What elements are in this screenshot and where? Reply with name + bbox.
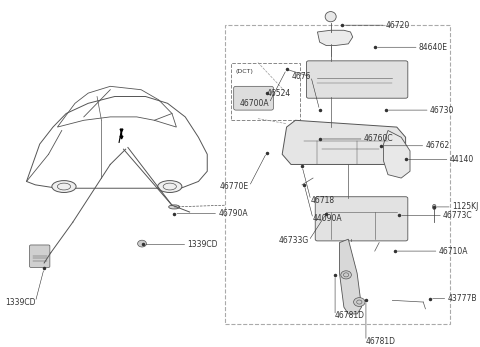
- FancyBboxPatch shape: [234, 86, 274, 110]
- Text: 46524: 46524: [267, 88, 291, 98]
- Ellipse shape: [157, 180, 182, 193]
- Polygon shape: [317, 30, 353, 45]
- Circle shape: [138, 240, 146, 247]
- FancyBboxPatch shape: [315, 197, 408, 241]
- Text: 46773C: 46773C: [443, 211, 473, 220]
- Text: 1339CD: 1339CD: [5, 297, 36, 306]
- Text: (DCT): (DCT): [235, 69, 253, 74]
- Text: 46710A: 46710A: [439, 247, 468, 256]
- Text: 46762: 46762: [425, 141, 450, 150]
- Polygon shape: [384, 130, 410, 178]
- Text: 1339CD: 1339CD: [187, 240, 218, 249]
- Text: 43777B: 43777B: [447, 294, 477, 303]
- Ellipse shape: [52, 180, 76, 193]
- Circle shape: [341, 271, 351, 279]
- Text: 46790A: 46790A: [218, 209, 248, 218]
- Polygon shape: [339, 239, 361, 314]
- Ellipse shape: [432, 204, 436, 210]
- Text: 4676: 4676: [291, 71, 311, 81]
- Ellipse shape: [325, 11, 336, 22]
- Text: 46718: 46718: [311, 196, 335, 205]
- Text: 46781D: 46781D: [366, 337, 396, 346]
- Text: 46733G: 46733G: [278, 236, 309, 245]
- Text: 1125KJ: 1125KJ: [452, 202, 478, 211]
- Text: 46720: 46720: [386, 21, 410, 30]
- Text: 46760C: 46760C: [364, 135, 393, 143]
- FancyBboxPatch shape: [306, 61, 408, 98]
- Polygon shape: [282, 120, 406, 164]
- Text: 46781D: 46781D: [335, 311, 365, 320]
- Text: 46700A: 46700A: [240, 99, 269, 108]
- Text: 46730: 46730: [430, 105, 454, 115]
- FancyBboxPatch shape: [30, 245, 50, 268]
- Text: 84640E: 84640E: [419, 43, 448, 52]
- Ellipse shape: [168, 205, 180, 209]
- Text: 44140: 44140: [450, 155, 474, 164]
- Circle shape: [354, 298, 365, 306]
- Text: 44090A: 44090A: [313, 214, 343, 223]
- Text: 46770E: 46770E: [220, 182, 249, 191]
